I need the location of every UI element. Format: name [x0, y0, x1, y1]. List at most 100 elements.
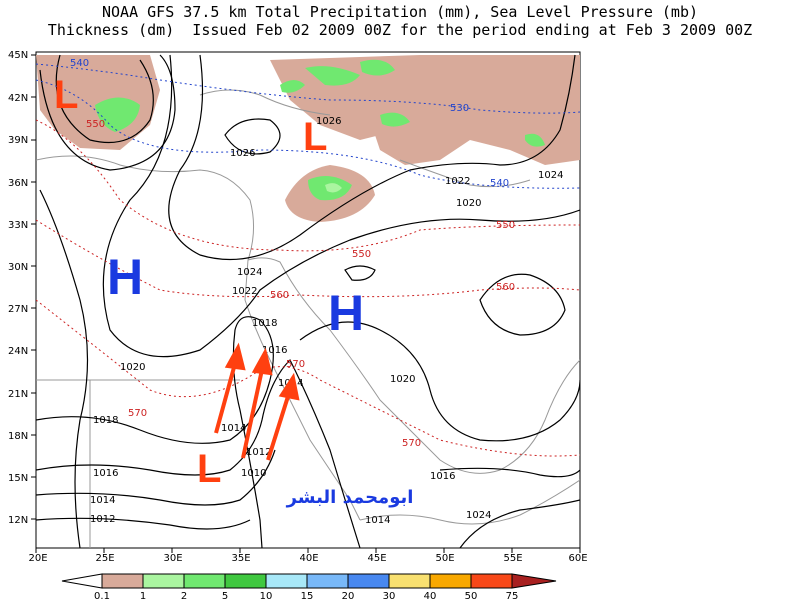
lat-label: 18N [8, 431, 28, 442]
legend-label: 5 [222, 591, 228, 600]
lat-label: 33N [8, 220, 28, 231]
arrow-head [278, 372, 300, 401]
lat-label: 30N [8, 262, 28, 273]
isobar-label: 1020 [456, 198, 481, 209]
lat-label: 15N [8, 473, 28, 484]
lon-label: 40E [299, 553, 318, 564]
flow-arrow [266, 389, 292, 461]
isobar-label: 1010 [241, 468, 266, 479]
longitude-labels: 20E 25E 30E 35E 40E 45E 50E 55E 60E [28, 553, 587, 564]
latitude-labels: 45N 42N 39N 36N 33N 30N 27N 24N 21N 18N … [8, 50, 28, 526]
legend-label: 30 [383, 591, 396, 600]
lat-label: 36N [8, 178, 28, 189]
legend-label: 15 [301, 591, 314, 600]
lat-label: 42N [8, 93, 28, 104]
legend-swatch [265, 573, 308, 589]
isobar-label: 1016 [93, 468, 118, 479]
map-title-line2: Thickness (dm) Issued Feb 02 2009 00Z fo… [47, 21, 753, 39]
legend-swatch [511, 573, 557, 589]
isobar-label: 1014 [365, 515, 390, 526]
thickness-label: 550 [86, 119, 105, 130]
precip-core-anatolia [280, 80, 305, 93]
precipitation-areas [36, 55, 580, 222]
thickness-label: 560 [496, 282, 515, 293]
longitude-ticks [35, 548, 581, 553]
low-marker: L [54, 73, 78, 117]
flow-arrow [241, 364, 265, 459]
lon-label: 20E [28, 553, 47, 564]
lon-label: 50E [435, 553, 454, 564]
thickness-labels: 540 530 540 550 550 550 560 560 570 570 … [70, 58, 515, 449]
thickness-label: 570 [128, 408, 147, 419]
arrow-head [224, 342, 246, 371]
low-marker: L [197, 447, 221, 491]
high-marker: H [107, 249, 143, 305]
legend-swatch [347, 573, 390, 589]
isobar-label: 1024 [466, 510, 491, 521]
precip-core-ne1 [380, 112, 410, 127]
isobar-label: 1012 [246, 447, 271, 458]
precip-peak-levant [325, 183, 342, 193]
watermark-text: ابومحمد البشر [286, 487, 414, 508]
legend-swatch [470, 573, 513, 589]
lon-label: 60E [568, 553, 587, 564]
isobar-label: 1018 [93, 415, 118, 426]
precip-core-ne2 [525, 133, 545, 147]
map-title-line1: NOAA GFS 37.5 km Total Precipitation (mm… [101, 3, 699, 21]
legend-swatch [429, 573, 472, 589]
legend-label: 50 [465, 591, 478, 600]
legend-label: 1 [140, 591, 146, 600]
isobar-label: 1026 [230, 148, 255, 159]
isobar-label: 1014 [90, 495, 115, 506]
lon-label: 55E [503, 553, 522, 564]
precip-area-west [36, 55, 160, 150]
flow-arrow [214, 359, 238, 434]
legend-swatch [306, 573, 349, 589]
lon-label: 35E [231, 553, 250, 564]
precip-core-north [305, 66, 360, 86]
thickness-label: 530 [450, 103, 469, 114]
isobar-label: 1018 [252, 318, 277, 329]
legend-swatch [142, 573, 185, 589]
legend-swatch [61, 573, 103, 589]
thickness-label: 540 [490, 178, 509, 189]
precip-core-west [95, 97, 140, 132]
lat-label: 24N [8, 346, 28, 357]
lat-label: 27N [8, 304, 28, 315]
precip-legend: 0.1 1 2 5 10 15 20 30 40 50 75 [61, 573, 557, 600]
legend-swatch [224, 573, 267, 589]
lat-label: 45N [8, 50, 28, 61]
isobar-label: 1022 [445, 176, 470, 187]
legend-swatch [101, 573, 144, 589]
lon-label: 30E [163, 553, 182, 564]
isobar-label: 1014 [221, 423, 246, 434]
thickness-label: 550 [496, 220, 515, 231]
high-marker: H [328, 285, 364, 341]
lon-label: 25E [95, 553, 114, 564]
legend-label: 40 [424, 591, 437, 600]
isobar-label: 1024 [538, 170, 563, 181]
legend-swatch [183, 573, 226, 589]
low-marker: L [303, 115, 327, 159]
legend-label: 10 [260, 591, 273, 600]
thickness-label: 560 [270, 290, 289, 301]
isobar-label: 1026 [316, 116, 341, 127]
thickness-label: 540 [70, 58, 89, 69]
legend-label: 0.1 [94, 591, 110, 600]
thickness-label: 550 [352, 249, 371, 260]
isobar-label: 1020 [120, 362, 145, 373]
arrow-head [251, 347, 273, 376]
isobar-label: 1024 [237, 267, 262, 278]
thickness-label: 570 [402, 438, 421, 449]
isobar-label: 1016 [262, 345, 287, 356]
precip-core-north2 [360, 59, 395, 76]
lat-label: 39N [8, 135, 28, 146]
legend-label: 20 [342, 591, 355, 600]
isobars [36, 54, 580, 548]
isobar-label: 1012 [90, 514, 115, 525]
lon-label: 45E [367, 553, 386, 564]
isobar-label: 1022 [232, 286, 257, 297]
pressure-centers: L L L H H [54, 73, 364, 491]
flow-arrows [214, 342, 300, 461]
